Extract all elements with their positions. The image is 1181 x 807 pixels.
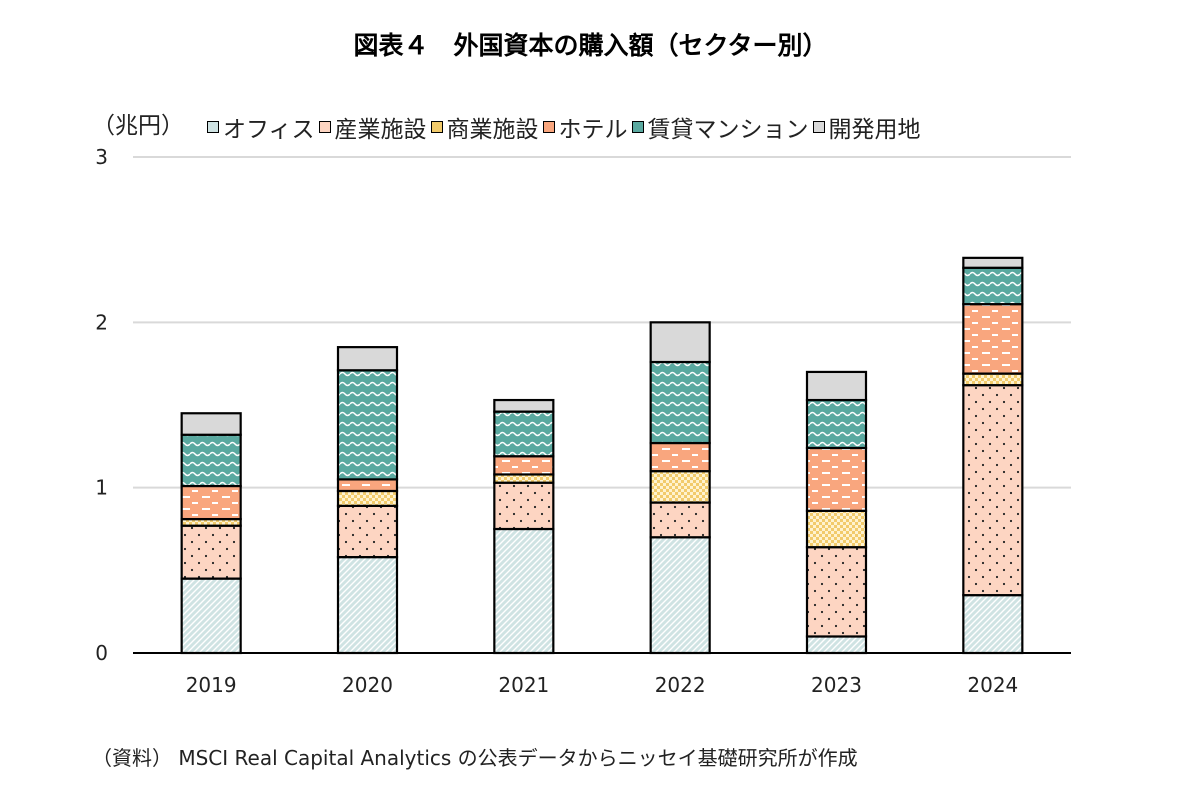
bar-segment-office-2023 bbox=[805, 635, 868, 655]
legend-label-industrial: 産業施設 bbox=[334, 117, 427, 143]
bar-segment-apartment-2022 bbox=[649, 360, 711, 445]
bar-segment-industrial-2020 bbox=[336, 504, 399, 559]
bar-segment-hotel-2024 bbox=[962, 303, 1024, 375]
y-tick-label: 2 bbox=[95, 310, 108, 334]
legend-label-hotel: ホテル bbox=[558, 117, 628, 143]
legend-swatch-industrial bbox=[318, 121, 331, 133]
y-tick-label: 3 bbox=[95, 145, 108, 169]
chart-title: 図表４ 外国資本の購入額（セクター別） bbox=[353, 31, 828, 60]
x-tick-label-2020: 2020 bbox=[342, 673, 393, 697]
bar-segment-office-2021 bbox=[493, 527, 555, 655]
bars bbox=[180, 256, 1024, 655]
legend-item-office: オフィス bbox=[207, 110, 315, 144]
bar-segment-industrial-2023 bbox=[805, 546, 868, 638]
legend-swatch-hotel bbox=[542, 121, 555, 133]
bar-segment-retail-2022 bbox=[649, 470, 711, 504]
bar-segment-office-2022 bbox=[649, 536, 711, 655]
bar-stack-2024 bbox=[962, 256, 1024, 655]
bar-segment-hotel-2023 bbox=[805, 446, 868, 512]
bar-segment-land-2024 bbox=[962, 256, 1024, 269]
bar-segment-hotel-2020 bbox=[336, 478, 399, 493]
bar-segment-industrial-2019 bbox=[180, 524, 242, 580]
bar-stack-2020 bbox=[336, 346, 399, 655]
legend-swatch-land bbox=[812, 121, 825, 133]
bar-segment-office-2019 bbox=[180, 577, 242, 655]
bar-segment-retail-2024 bbox=[962, 372, 1024, 387]
bar-segment-retail-2020 bbox=[336, 489, 399, 507]
bar-segment-office-2020 bbox=[336, 556, 399, 655]
bar-segment-land-2022 bbox=[649, 321, 711, 364]
legend: オフィス 産業施設 商業施設 ホテル 賃貸マンション 開発用地 bbox=[207, 110, 925, 144]
legend-swatch-retail bbox=[430, 121, 443, 133]
bar-segment-industrial-2022 bbox=[649, 501, 711, 539]
bar-segment-retail-2021 bbox=[493, 473, 555, 484]
legend-item-retail: 商業施設 bbox=[430, 110, 539, 144]
legend-label-apartment: 賃貸マンション bbox=[647, 117, 809, 143]
bar-segment-hotel-2022 bbox=[649, 441, 711, 473]
legend-label-retail: 商業施設 bbox=[446, 117, 539, 143]
legend-label-office: オフィス bbox=[223, 117, 315, 143]
x-tick-label-2024: 2024 bbox=[967, 673, 1018, 697]
x-tick-label-2022: 2022 bbox=[655, 673, 706, 697]
bar-segment-retail-2023 bbox=[805, 509, 868, 549]
bar-segment-apartment-2019 bbox=[180, 433, 242, 488]
legend-item-hotel: ホテル bbox=[542, 110, 628, 144]
bar-segment-land-2023 bbox=[805, 370, 868, 402]
bar-segment-apartment-2023 bbox=[805, 398, 868, 450]
bar-segment-apartment-2024 bbox=[962, 266, 1024, 306]
x-tick-label-2023: 2023 bbox=[811, 673, 862, 697]
bar-stack-2022 bbox=[649, 321, 711, 655]
bar-segment-hotel-2019 bbox=[180, 484, 242, 521]
bar-stack-2023 bbox=[805, 370, 868, 655]
bar-segment-land-2019 bbox=[180, 412, 242, 436]
legend-item-apartment: 賃貸マンション bbox=[631, 110, 809, 144]
bar-segment-apartment-2021 bbox=[493, 410, 555, 458]
legend-swatch-apartment bbox=[631, 121, 644, 133]
bar-stack-2021 bbox=[493, 398, 555, 655]
bar-segment-hotel-2021 bbox=[493, 455, 555, 476]
axes: 0 1 2 3 2019 2020 2021 2022 2023 2024 bbox=[95, 145, 1071, 697]
legend-item-land: 開発用地 bbox=[812, 110, 921, 144]
bar-stack-2019 bbox=[180, 412, 242, 655]
bar-segment-apartment-2020 bbox=[336, 369, 399, 481]
y-tick-label: 0 bbox=[95, 641, 108, 665]
gridlines bbox=[133, 156, 1071, 489]
bar-segment-office-2024 bbox=[962, 594, 1024, 655]
bar-segment-land-2021 bbox=[493, 398, 555, 413]
bar-segment-industrial-2024 bbox=[962, 384, 1024, 597]
legend-swatch-office bbox=[207, 121, 219, 133]
legend-item-industrial: 産業施設 bbox=[318, 110, 427, 144]
x-tick-label-2019: 2019 bbox=[186, 673, 237, 697]
y-tick-label: 1 bbox=[95, 476, 108, 500]
x-tick-label-2021: 2021 bbox=[498, 673, 549, 697]
legend-label-land: 開発用地 bbox=[828, 117, 921, 143]
y-axis-unit-label: （兆円） bbox=[92, 113, 184, 139]
bar-segment-industrial-2021 bbox=[493, 481, 555, 531]
source-note: （資料） MSCI Real Capital Analytics の公表データか… bbox=[92, 746, 858, 770]
bar-segment-land-2020 bbox=[336, 346, 399, 372]
